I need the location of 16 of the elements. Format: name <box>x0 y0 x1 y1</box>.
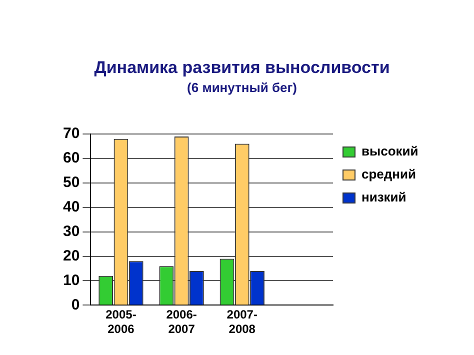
y-tick-label: 60 <box>62 150 80 167</box>
y-tick-label: 40 <box>62 198 80 216</box>
chart-title: Динамика развития выносливости <box>94 58 390 77</box>
legend-label: средний <box>362 166 416 182</box>
legend-label: высокий <box>362 144 418 159</box>
x-tick-label: 2007-2008 <box>226 308 258 336</box>
x-tick-label: 2005-2006 <box>106 308 136 336</box>
legend-label: низкий <box>362 190 406 205</box>
chart-subtitle: (6 минутный бег) <box>187 80 297 95</box>
y-tick-label: 20 <box>62 247 80 264</box>
x-tick-label: 2006-2007 <box>166 308 197 336</box>
y-tick-label: 0 <box>71 296 80 314</box>
y-tick-label: 50 <box>62 174 80 192</box>
y-tick-label: 70 <box>62 125 80 142</box>
y-tick-label: 10 <box>62 272 80 289</box>
y-tick-label: 30 <box>62 222 80 240</box>
